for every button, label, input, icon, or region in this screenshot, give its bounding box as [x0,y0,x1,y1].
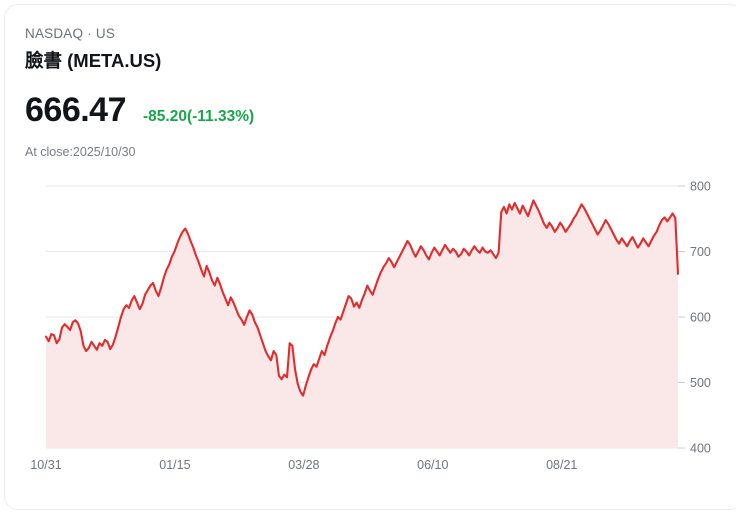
x-axis-label: 06/10 [417,458,448,472]
x-axis-label: 10/31 [30,458,61,472]
current-price: 666.47 [25,91,127,129]
exchange-label: NASDAQ [25,26,84,41]
price-chart[interactable]: 800 700 600 500 400 10/31 01/15 03/28 06/10 08/21 [5,170,736,480]
market-status-note: At close:2025/10/30 [25,145,136,159]
price-row: 666.47 -85.20(-11.33%) [25,91,665,129]
quote-card: NASDAQ · US 臉書 (META.US) 666.47 -85.20(-11… [4,4,736,510]
price-chart-svg[interactable]: 800 700 600 500 400 10/31 01/15 03/28 06/10 08/21 [5,170,736,480]
x-axis-label: 08/21 [546,458,577,472]
y-axis-label: 600 [690,311,711,325]
y-axis-label: 700 [690,245,711,259]
y-axis-label: 400 [690,442,711,456]
y-axis-label: 800 [690,180,711,194]
chart-area-fill [46,200,678,448]
x-axis-label: 01/15 [159,458,190,472]
y-axis-label: 500 [690,376,711,390]
exchange-region-row: NASDAQ · US [25,25,665,43]
region-label: US [95,26,116,41]
chart-price-line [44,199,680,397]
x-axis-label: 03/28 [288,458,319,472]
price-change: -85.20(-11.33%) [143,108,255,125]
quote-header: NASDAQ · US 臉書 (META.US) 666.47 -85.20(-11… [25,25,665,160]
page-title: 臉書 (META.US) [25,50,162,71]
separator-dot: · [87,26,92,41]
